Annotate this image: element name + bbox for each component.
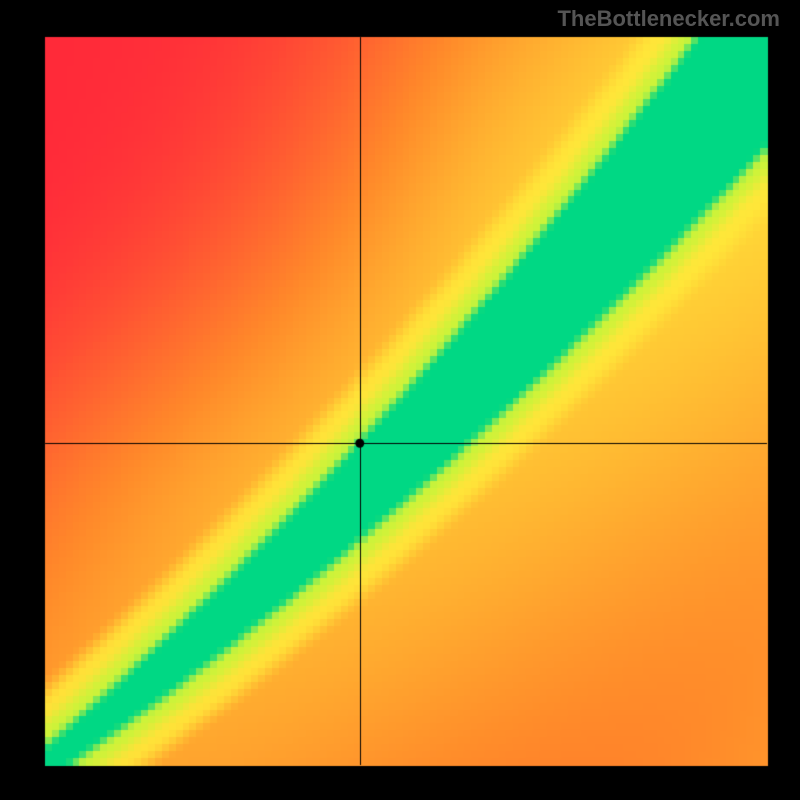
watermark-label: TheBottlenecker.com (557, 6, 780, 32)
overlay-canvas (0, 0, 800, 800)
chart-container: TheBottlenecker.com (0, 0, 800, 800)
